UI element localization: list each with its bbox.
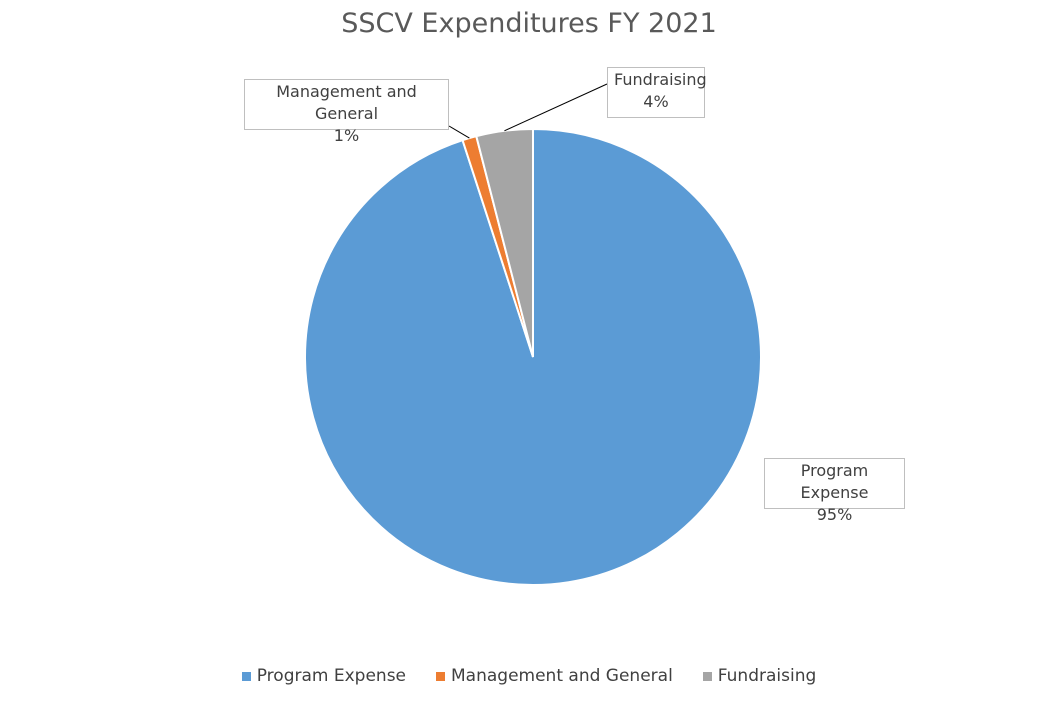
legend-item-fundraising: Fundraising bbox=[702, 666, 817, 686]
chart-title: SSCV Expenditures FY 2021 bbox=[341, 8, 717, 39]
data-label-category: Fundraising bbox=[614, 70, 707, 89]
legend-label: Program Expense bbox=[256, 666, 407, 686]
legend-swatch bbox=[436, 671, 446, 681]
data-label-category: Program Expense bbox=[800, 461, 869, 502]
data-label-management-and-general: Management and General 1% bbox=[244, 79, 449, 145]
chart-legend: Program Expense Management and General F… bbox=[0, 666, 1058, 686]
data-label-category: Management and General bbox=[276, 82, 417, 123]
data-label-program-expense: Program Expense 95% bbox=[764, 458, 905, 524]
slice-fundraising bbox=[475, 127, 534, 358]
data-label-value: 1% bbox=[333, 126, 360, 145]
legend-item-management-and-general: Management and General bbox=[436, 666, 673, 686]
data-label-value: 4% bbox=[643, 92, 669, 111]
legend-swatch bbox=[702, 671, 712, 681]
leader-line-management-and-general bbox=[448, 125, 470, 139]
legend-label: Fundraising bbox=[717, 666, 817, 686]
leader-line-fundraising bbox=[504, 83, 608, 132]
legend-label: Management and General bbox=[451, 666, 673, 686]
legend-swatch bbox=[241, 671, 251, 681]
legend-item-program-expense: Program Expense bbox=[241, 666, 407, 686]
data-label-fundraising: Fundraising 4% bbox=[607, 67, 707, 118]
data-label-value: 95% bbox=[816, 505, 853, 524]
